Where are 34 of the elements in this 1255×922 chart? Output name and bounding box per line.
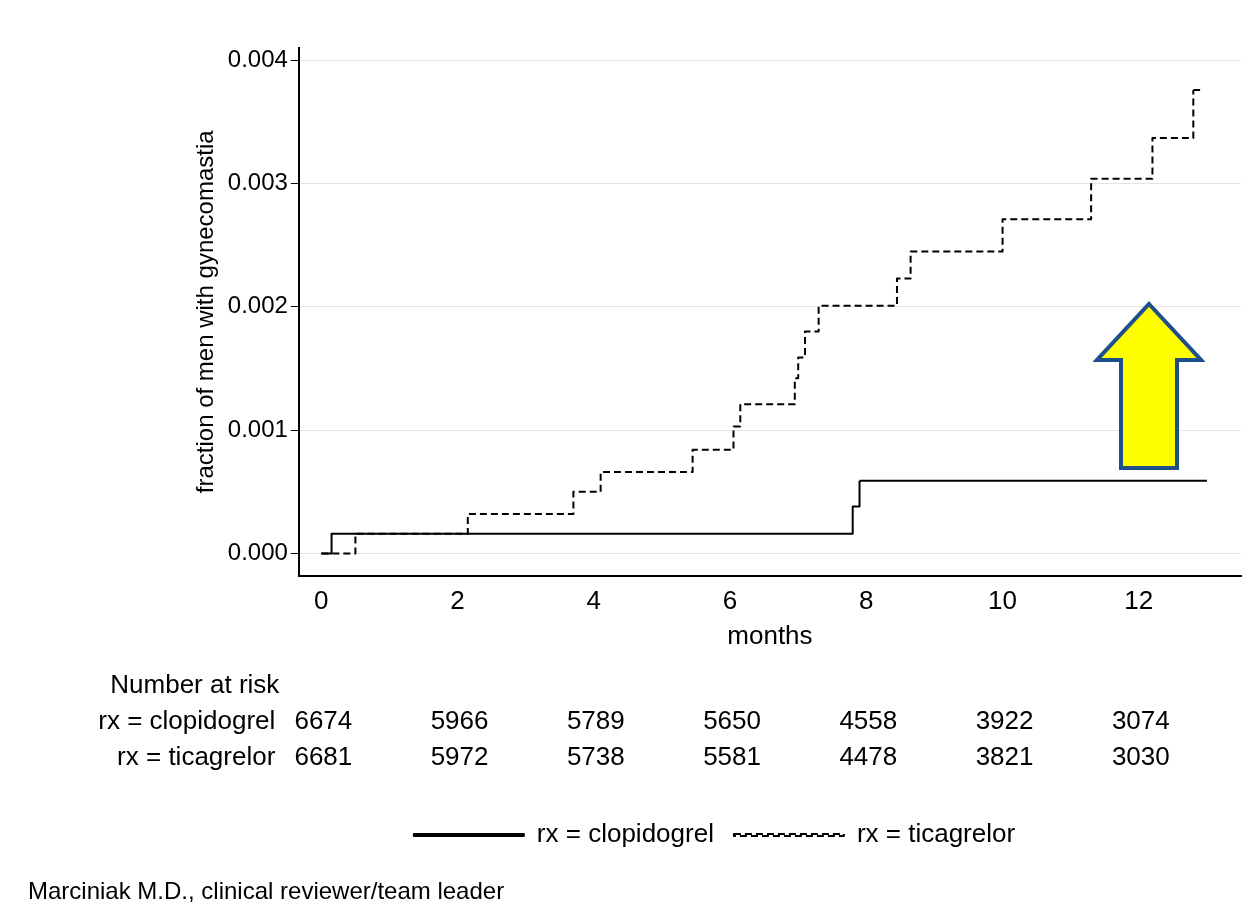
x-axis-title: months bbox=[727, 619, 813, 650]
x-tick-label: 0 bbox=[314, 585, 329, 616]
y-tick-label: 0.001 bbox=[227, 414, 288, 442]
text: 5650 bbox=[703, 704, 761, 735]
x-tick-label: 6 bbox=[722, 585, 738, 616]
text: 5789 bbox=[566, 704, 625, 735]
text: 6674 bbox=[294, 704, 353, 735]
x-tick-label: 2 bbox=[450, 585, 465, 616]
text: 5972 bbox=[430, 740, 489, 771]
y-axis-title: fraction of men with gynecomastia bbox=[191, 129, 219, 494]
y-tick-label: 0.000 bbox=[227, 538, 288, 566]
text: Marciniak M.D., clinical reviewer/team leader bbox=[28, 876, 505, 904]
y-tick-label: 0.002 bbox=[227, 291, 288, 319]
text: 3821 bbox=[975, 740, 1034, 771]
text: 3074 bbox=[1111, 704, 1170, 735]
y-tick-label: 0.004 bbox=[227, 44, 288, 72]
text: 5738 bbox=[566, 740, 625, 771]
text: 5966 bbox=[430, 704, 489, 735]
text: 4558 bbox=[839, 704, 898, 735]
x-tick-label: 12 bbox=[1124, 585, 1154, 616]
text: rx = ticagrelor bbox=[117, 740, 276, 771]
legend-label: rx = ticagrelor bbox=[856, 818, 1016, 849]
x-tick-label: 8 bbox=[859, 585, 874, 616]
legend-label: rx = clopidogrel bbox=[536, 818, 714, 849]
x-tick-label: 4 bbox=[586, 585, 602, 616]
x-tick-label: 10 bbox=[988, 585, 1018, 616]
y-tick-label: 0.003 bbox=[227, 168, 288, 196]
text: rx = clopidogrel bbox=[98, 704, 276, 735]
text: 3922 bbox=[975, 704, 1034, 735]
text: 3030 bbox=[1111, 740, 1170, 771]
text: 5581 bbox=[703, 740, 761, 771]
text: Number at risk bbox=[110, 668, 281, 699]
text: 4478 bbox=[839, 740, 898, 771]
text: 6681 bbox=[294, 740, 353, 771]
